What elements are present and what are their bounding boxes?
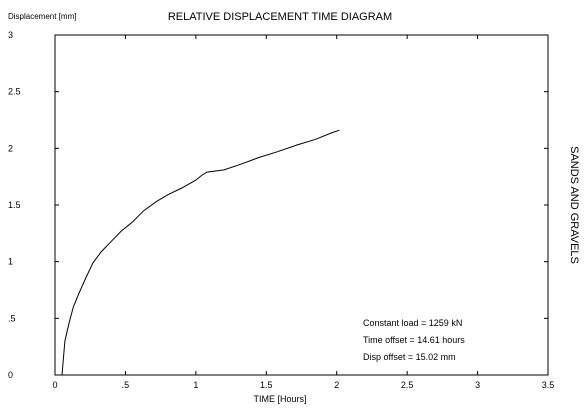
displacement-line	[61, 129, 340, 376]
x-tick-label: 1.5	[260, 380, 273, 390]
x-tick-label: 1	[193, 380, 198, 390]
x-axis-label: TIME [Hours]	[253, 394, 306, 404]
x-tick-label: 2	[334, 380, 339, 390]
y-tick-label: 1.5	[8, 200, 21, 210]
x-axis-ticks: 0 .5 1 1.5 2 2.5 3 3.5	[52, 35, 554, 390]
y-tick-label: 3	[8, 30, 13, 40]
y-tick-label: 2	[8, 143, 13, 153]
side-label: SANDS AND GRAVELS	[568, 146, 580, 264]
data-series	[61, 129, 340, 376]
y-tick-label: .5	[8, 313, 16, 323]
x-tick-label: 3.5	[542, 380, 555, 390]
annotation-block: Constant load = 1259 kN Time offset = 14.…	[363, 318, 465, 362]
x-tick-label: 3	[475, 380, 480, 390]
chart-title: RELATIVE DISPLACEMENT TIME DIAGRAM	[168, 11, 392, 23]
y-axis-label: Displacement [mm]	[8, 12, 76, 21]
annotation-line: Time offset = 14.61 hours	[363, 335, 465, 345]
y-tick-label: 2.5	[8, 87, 21, 97]
plot-frame	[54, 34, 549, 376]
x-tick-label: .5	[122, 380, 130, 390]
x-tick-label: 2.5	[401, 380, 414, 390]
y-tick-label: 1	[8, 257, 13, 267]
annotation-line: Disp offset = 15.02 mm	[363, 352, 456, 362]
y-tick-label: 0	[8, 370, 13, 380]
x-tick-label: 0	[52, 380, 57, 390]
y-axis-ticks: 0 .5 1 1.5 2 2.5 3	[8, 30, 548, 380]
annotation-line: Constant load = 1259 kN	[363, 318, 462, 328]
